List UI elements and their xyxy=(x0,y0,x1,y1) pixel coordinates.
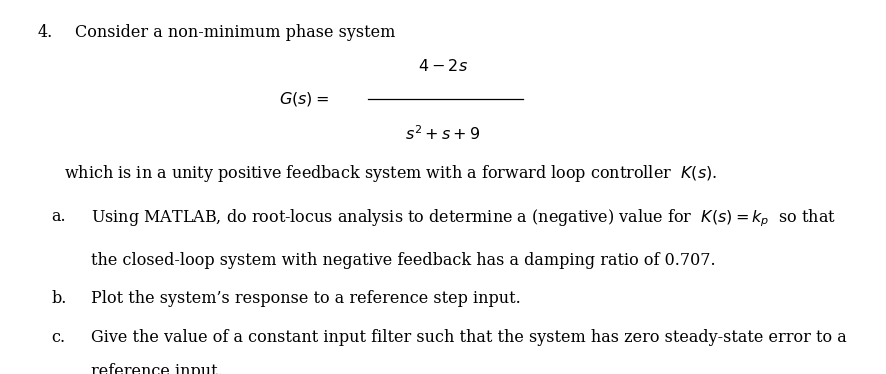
Text: Plot the system’s response to a reference step input.: Plot the system’s response to a referenc… xyxy=(91,290,521,307)
Text: a.: a. xyxy=(51,208,66,224)
Text: Consider a non-minimum phase system: Consider a non-minimum phase system xyxy=(75,24,396,41)
Text: which is in a unity positive feedback system with a forward loop controller  $K(: which is in a unity positive feedback sy… xyxy=(64,163,717,184)
Text: Give the value of a constant input filter such that the system has zero steady-s: Give the value of a constant input filte… xyxy=(91,329,847,346)
Text: $s^2+s+9$: $s^2+s+9$ xyxy=(406,125,480,144)
Text: 4.: 4. xyxy=(37,24,52,41)
Text: the closed-loop system with negative feedback has a damping ratio of 0.707.: the closed-loop system with negative fee… xyxy=(91,252,716,269)
Text: $G(s)=$: $G(s)=$ xyxy=(279,90,330,108)
Text: reference input.: reference input. xyxy=(91,363,223,374)
Text: b.: b. xyxy=(51,290,66,307)
Text: c.: c. xyxy=(51,329,66,346)
Text: Using MATLAB, do root-locus analysis to determine a (negative) value for  $K(s)=: Using MATLAB, do root-locus analysis to … xyxy=(91,208,836,229)
Text: $4-2s$: $4-2s$ xyxy=(418,58,468,75)
